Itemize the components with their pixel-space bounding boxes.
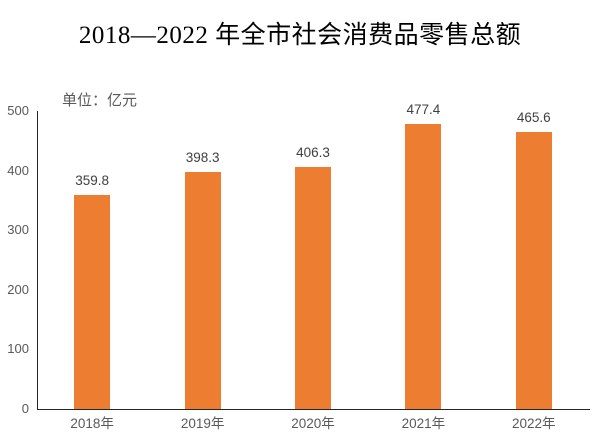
x-axis-category-label: 2020年 (291, 416, 335, 431)
y-tick-label: 400 (7, 162, 29, 178)
chart-title: 2018—2022 年全市社会消费品零售总额 (78, 22, 522, 49)
bar (515, 131, 552, 409)
bar (74, 194, 111, 409)
bar (295, 166, 331, 409)
bar (405, 124, 442, 409)
bar-value-label: 477.4 (406, 102, 441, 118)
bar-value-label: 406.3 (296, 144, 330, 160)
x-axis-category-label: 2022年 (512, 416, 556, 431)
x-axis-category-label: 2019年 (180, 416, 225, 431)
unit-label: 单位：亿元 (62, 92, 138, 109)
plot-area (37, 111, 590, 410)
bar-value-label: 359.8 (75, 172, 110, 188)
y-tick-label: 200 (7, 281, 29, 297)
y-tick-label: 500 (7, 103, 29, 118)
x-axis-category-label: 2021年 (401, 416, 446, 431)
bar-value-label: 398.3 (185, 149, 220, 165)
bar-value-label: 465.6 (516, 109, 551, 125)
y-tick-label: 0 (21, 401, 29, 416)
y-tick-label: 100 (7, 341, 29, 357)
y-tick-label: 300 (7, 222, 29, 238)
x-axis-category-label: 2018年 (70, 416, 114, 431)
bar (184, 171, 221, 409)
